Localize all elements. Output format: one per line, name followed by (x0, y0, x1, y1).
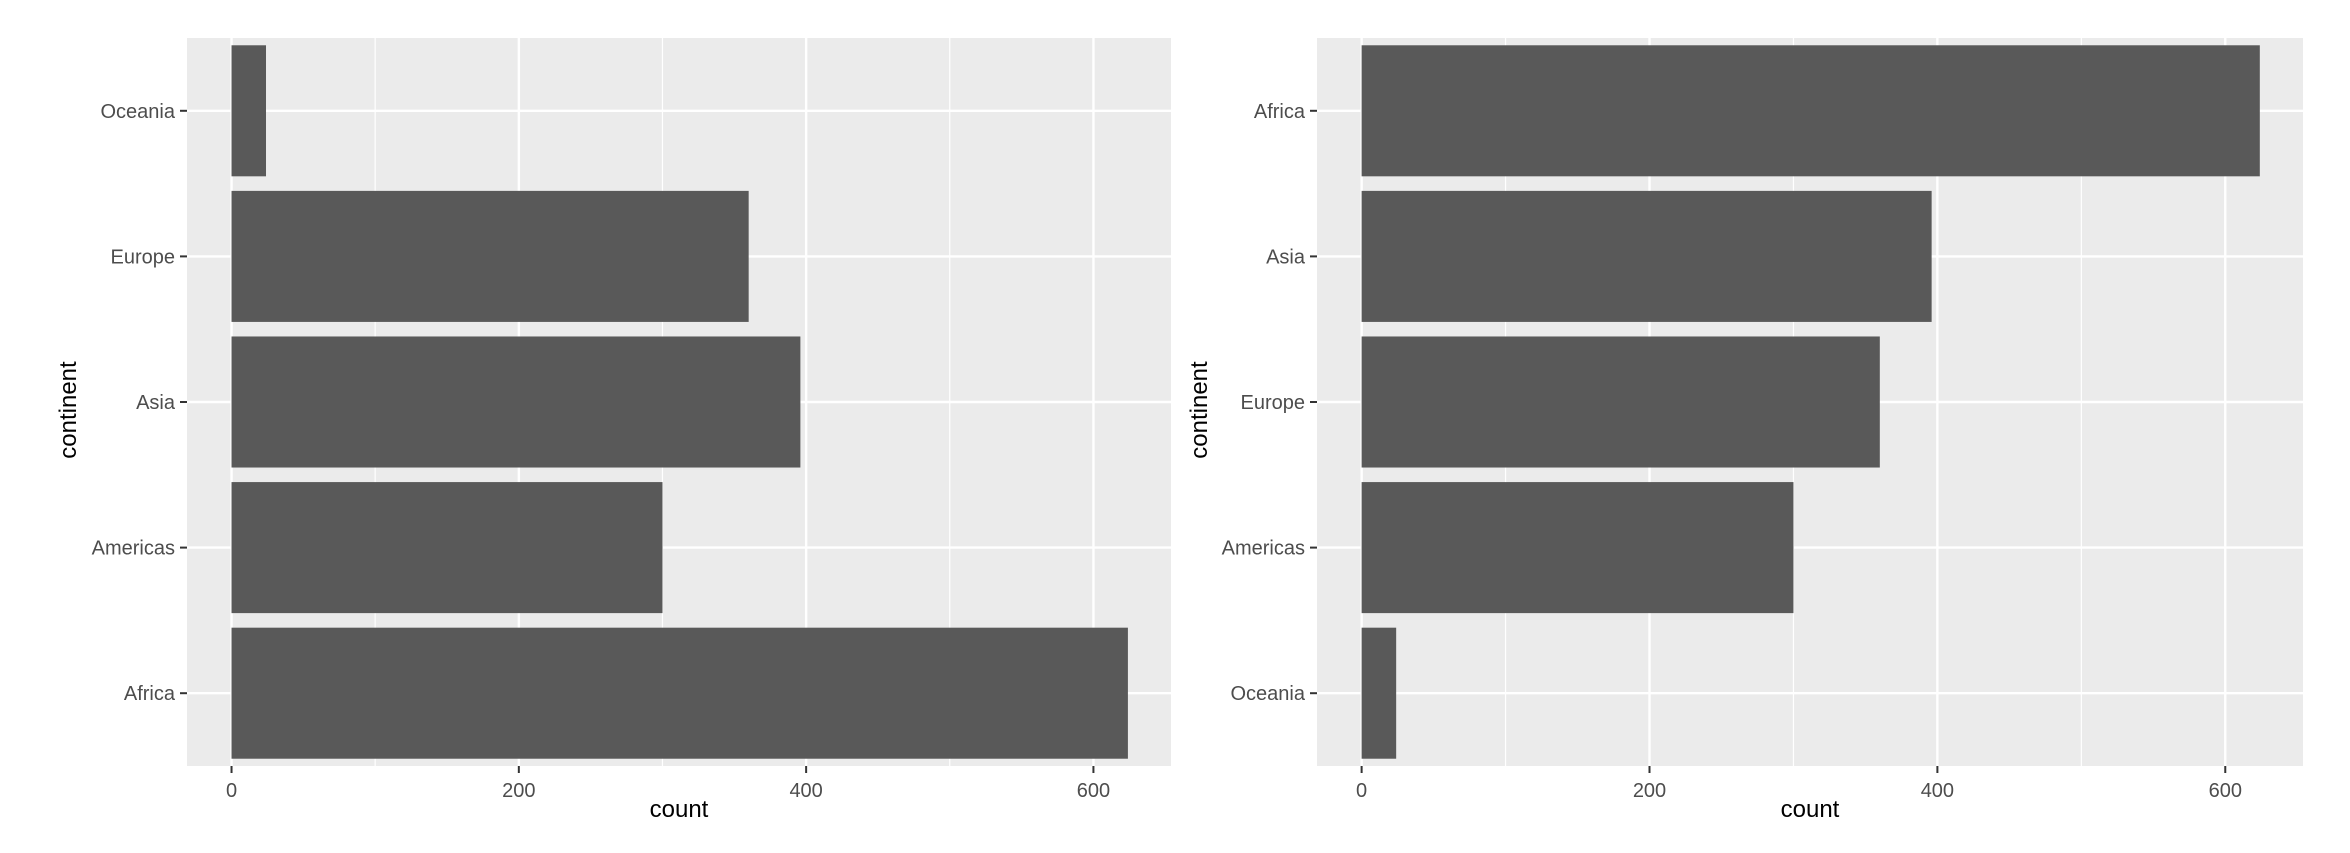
y-tick-label-oceania-right: Oceania (1231, 683, 1306, 705)
y-tick-label-americas-right: Americas (1222, 538, 1305, 560)
x-axis-title-left: count (650, 796, 709, 823)
x-tick-label-left: 600 (1077, 780, 1110, 802)
chart-panel-left: Africa Americas Asia Europe Oceania 0 200 400 60… (55, 38, 1171, 823)
bar-africa-left (231, 627, 1128, 759)
x-tick-label-left: 0 (226, 780, 237, 802)
y-tick-label-europe-left: Europe (111, 246, 176, 268)
bar-oceania-right (1361, 627, 1397, 759)
chart-panel-right: Oceania Americas Europe Asia Africa 0 200 400 60… (1186, 38, 2303, 823)
bar-europe-left (231, 190, 749, 322)
bar-europe-right (1361, 336, 1880, 468)
y-tick-label-asia-right: Asia (1266, 246, 1306, 268)
x-tick-label-right: 400 (1921, 780, 1954, 802)
x-tick-label-left: 200 (502, 780, 535, 802)
y-tick-label-africa-left: Africa (124, 683, 176, 705)
y-tick-label-asia-left: Asia (136, 392, 176, 414)
y-axis-title-left: continent (55, 361, 82, 459)
y-axis-title-right: continent (1186, 361, 1213, 459)
x-tick-label-left: 400 (789, 780, 822, 802)
x-axis-title-right: count (1781, 796, 1840, 823)
bar-americas-right (1361, 482, 1794, 614)
x-tick-label-right: 200 (1633, 780, 1666, 802)
y-tick-label-americas-left: Americas (92, 538, 175, 560)
y-tick-label-europe-right: Europe (1241, 392, 1306, 414)
bar-oceania-left (231, 45, 267, 177)
x-tick-label-right: 0 (1356, 780, 1367, 802)
bar-americas-left (231, 482, 663, 614)
bar-africa-right (1361, 45, 2260, 177)
bar-asia-left (231, 336, 801, 468)
bar-asia-right (1361, 190, 1932, 322)
y-tick-label-africa-right: Africa (1254, 101, 1306, 123)
y-tick-label-oceania-left: Oceania (101, 101, 176, 123)
x-tick-label-right: 600 (2209, 780, 2242, 802)
